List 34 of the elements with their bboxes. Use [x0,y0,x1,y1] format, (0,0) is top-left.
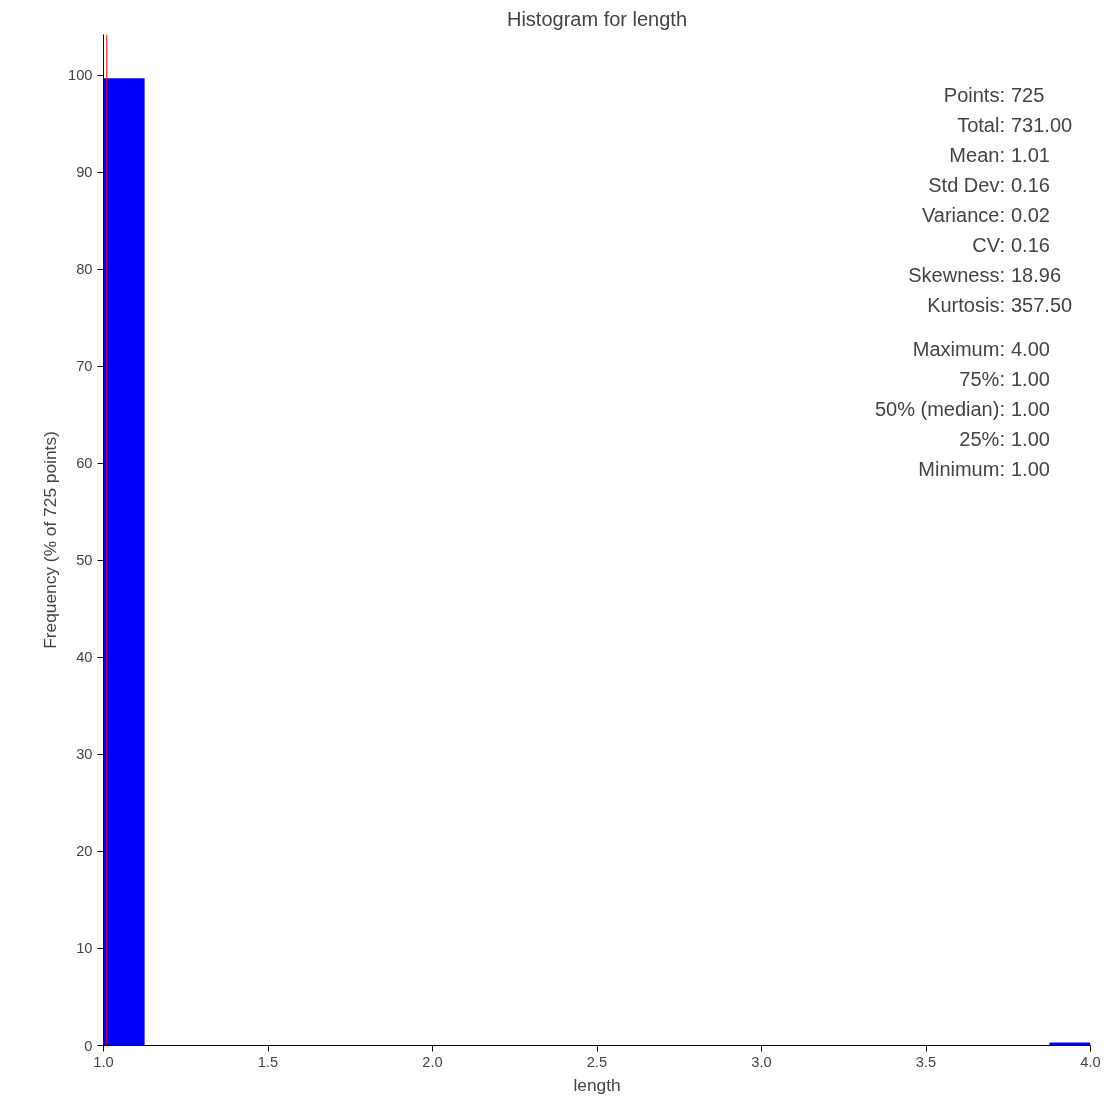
annotation: Std Dev: 0.16 [928,173,1050,196]
annotation: Mean: 1.01 [949,143,1050,166]
y-tick-label: 50 [76,552,93,569]
x-tick-label: 4.0 [1080,1053,1101,1070]
x-axis-title: length [573,1074,621,1095]
annotation: Variance: 0.02 [921,203,1050,226]
annotation: Skewness: 18.96 [908,263,1062,286]
annotation: Points: 725 [943,83,1045,106]
y-tick-label: 70 [76,358,93,375]
y-tick-label: 90 [76,164,93,181]
y-tick-label: 20 [76,843,93,860]
x-tick-label: 2.5 [586,1053,608,1070]
x-tick-label: 1.0 [93,1053,114,1070]
y-tick-label: 10 [76,940,93,957]
x-tick-label: 3.5 [915,1053,937,1070]
x-tick-label: 1.5 [257,1053,279,1070]
annotation: Minimum: 1.00 [918,457,1050,480]
annotation: CV: 0.16 [972,233,1050,256]
x-tick-label: 3.0 [751,1053,772,1070]
y-tick-label: 40 [76,649,93,666]
y-tick-label: 60 [76,455,93,472]
y-tick-label: 100 [68,67,93,84]
annotation: 25%: 1.00 [959,427,1050,450]
x-tick-label: 2.0 [422,1053,443,1070]
y-tick-label: 0 [84,1037,93,1054]
annotation: Maximum: 4.00 [912,337,1050,360]
annotation: Kurtosis: 357.50 [927,293,1073,316]
y-tick-label: 30 [76,746,93,763]
annotation: 50% (median): 1.00 [874,397,1050,420]
y-axis-title: Frequency (% of 725 points) [40,431,61,649]
annotation: Total: 731.00 [957,113,1073,136]
y-tick-label: 80 [76,261,93,278]
annotation: 75%: 1.00 [959,367,1050,390]
chart-title: Histogram for length [506,7,688,30]
